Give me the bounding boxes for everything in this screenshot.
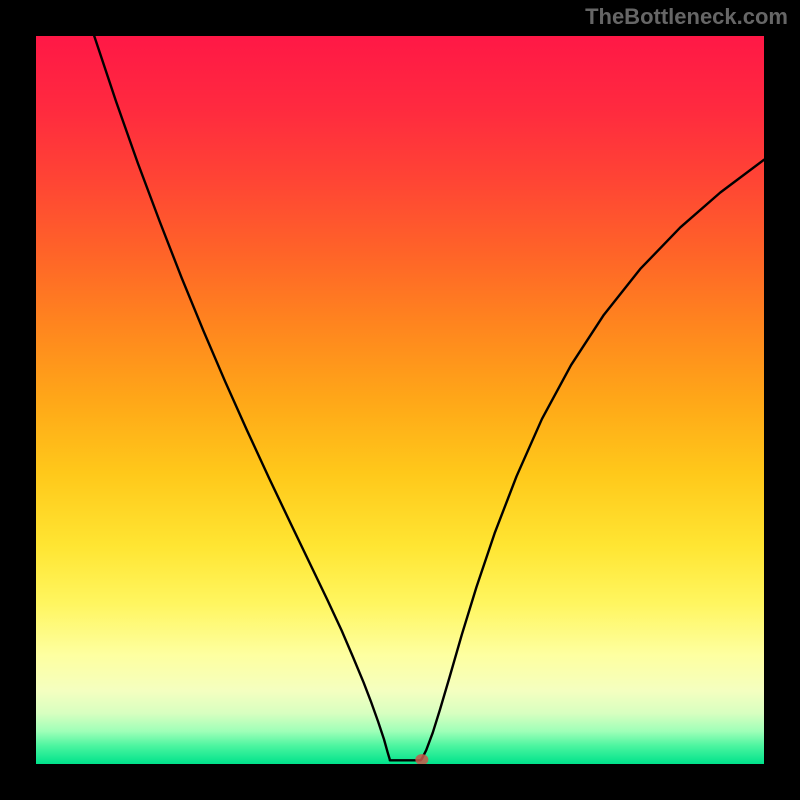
chart-frame: TheBottleneck.com (0, 0, 800, 800)
watermark-text: TheBottleneck.com (585, 4, 788, 30)
bottleneck-chart (36, 36, 764, 764)
gradient-background (36, 36, 764, 764)
plot-area (36, 36, 764, 764)
